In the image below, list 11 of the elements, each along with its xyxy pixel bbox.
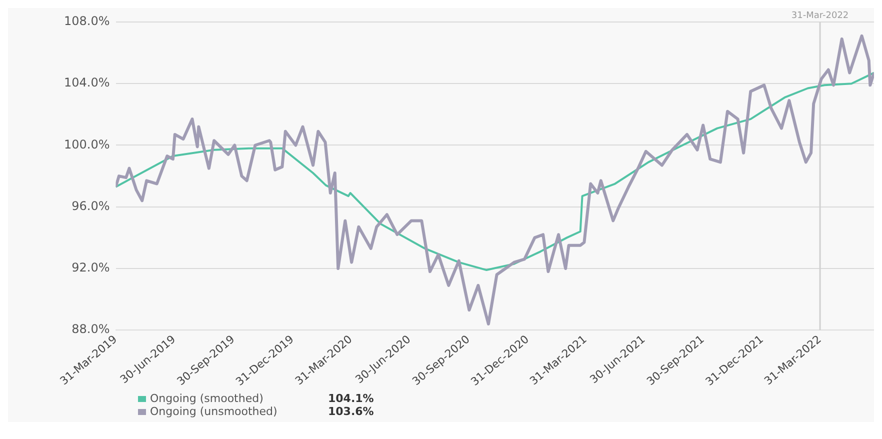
text: 103.6% [328,405,374,418]
y-tick-label: 108.0% [64,14,110,28]
y-tick-label: 100.0% [64,137,110,152]
y-tick-label: 92.0% [72,260,110,275]
y-tick-label: 96.0% [72,198,110,213]
text: 104.1% [328,392,374,405]
ref-line-label: 31-Mar-2022 [791,10,849,21]
legend-label: Ongoing (unsmoothed) [150,405,278,418]
y-tick-label: 88.0% [72,322,110,336]
y-tick-label: 104.0% [64,76,110,90]
legend-label: Ongoing (smoothed) [150,392,264,405]
